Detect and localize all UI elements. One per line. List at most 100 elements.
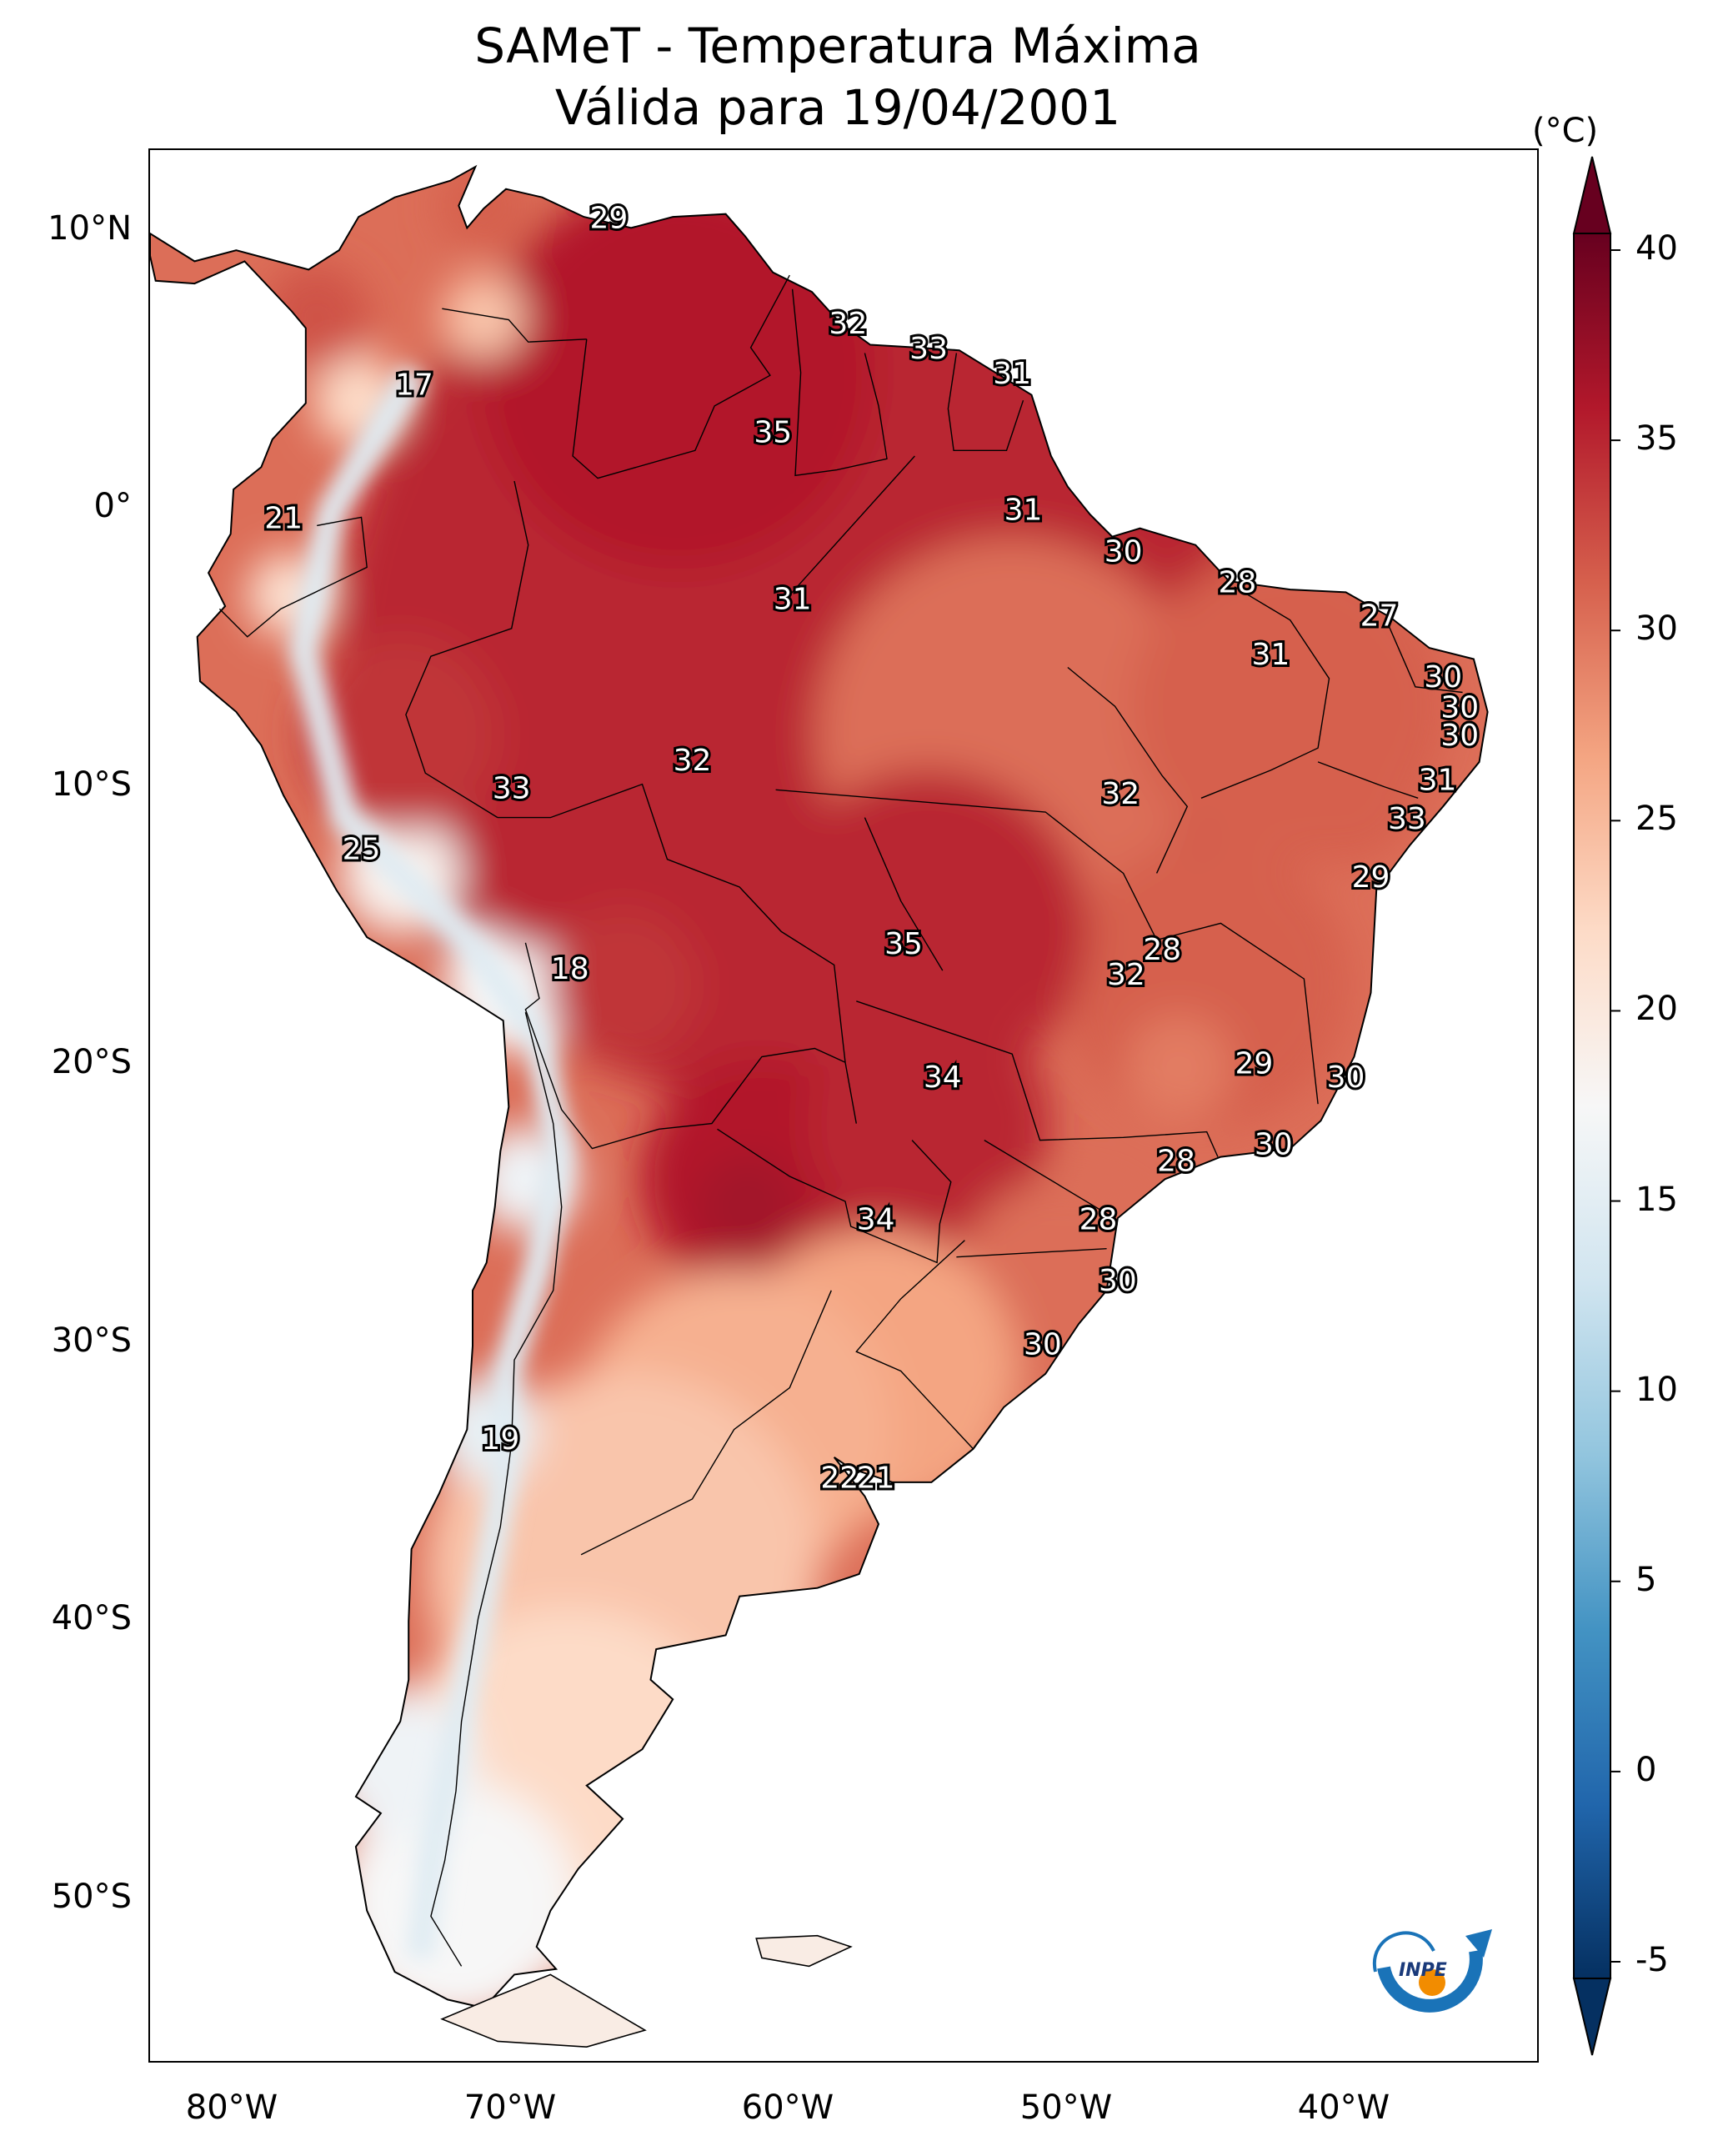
temperature-cell [807, 1002, 1050, 1246]
country-border [855, 1240, 974, 1450]
temperature-value-label: 30 [1440, 719, 1479, 753]
temperature-cell [1270, 714, 1422, 866]
temperature-cell [463, 797, 615, 950]
colorbar-extend-max [1572, 156, 1612, 234]
lon-label-70w: 70°W [463, 2088, 557, 2127]
temperature-cell [438, 167, 529, 252]
temperature-value-label: 25 [343, 833, 381, 867]
country-border [956, 1248, 1107, 1258]
temperature-value-label: 30 [1024, 1327, 1062, 1361]
temperature-value-label: 31 [774, 582, 812, 616]
temperature-value-label: 32 [1101, 777, 1139, 811]
temperature-value-label: 34 [857, 1202, 895, 1236]
temperature-value-label: 17 [395, 369, 433, 403]
lat-label-40s: 40°S [51, 1599, 132, 1637]
country-border [1200, 586, 1330, 799]
country-border [856, 1000, 1219, 1157]
temperature-cell [1125, 1015, 1232, 1121]
country-border [430, 1012, 563, 1967]
country-border [218, 516, 368, 638]
temperature-value-label: 29 [590, 201, 629, 235]
country-border [947, 353, 1024, 451]
country-border [442, 308, 587, 343]
colorbar-tick-15: 15 [1635, 1180, 1678, 1219]
temperature-value-label: 30 [1099, 1264, 1137, 1298]
temperature-value-label: 29 [1352, 860, 1390, 895]
temperature-value-label: 22 [820, 1462, 859, 1496]
logo-orbit-icon [1372, 1931, 1435, 1973]
country-border [524, 942, 846, 1150]
lat-label-20s: 20°S [51, 1043, 132, 1081]
country-border [580, 1290, 832, 1556]
temperature-cell [547, 908, 699, 1060]
colorbar-extend-min [1572, 1978, 1612, 2056]
logo-ring-icon [1377, 1949, 1483, 2013]
andes-cold-band [288, 365, 573, 1960]
temperature-value-label: 30 [1440, 691, 1479, 725]
lon-label-60w: 60°W [741, 2088, 834, 2127]
colorbar-tick-30: 30 [1635, 609, 1678, 649]
temperature-value-label: 35 [884, 927, 923, 961]
lat-label-30s: 30°S [51, 1321, 132, 1360]
colorbar-tick-5: 5 [1635, 1560, 1657, 1599]
country-border [498, 783, 857, 1124]
coastline [150, 164, 1489, 2009]
logo-text: INPE [1399, 1960, 1447, 1981]
country-border [1317, 761, 1419, 799]
country-border [791, 288, 888, 477]
map-subtitle: Válida para 19/04/2001 [554, 79, 1121, 136]
temperature-value-label: 32 [1107, 958, 1145, 992]
logo-dot-icon [1419, 1969, 1445, 1996]
temperature-cell [263, 263, 370, 370]
country-border [789, 455, 915, 596]
lat-label-0: 0° [93, 487, 132, 525]
temperature-value-label: 33 [1388, 802, 1426, 836]
country-border [405, 480, 529, 819]
temperature-cell [481, 175, 876, 570]
temperature-value-label: 28 [1079, 1202, 1118, 1236]
temperature-value-label: 31 [1419, 763, 1457, 797]
temperature-cell [442, 275, 526, 359]
temperature-value-label: 33 [493, 771, 531, 805]
temperature-cell [334, 1781, 578, 2008]
temperature-value-label: 19 [481, 1422, 519, 1457]
country-border [572, 274, 790, 479]
lat-label-10n: 10°N [48, 209, 132, 248]
temperature-value-label: 28 [1218, 565, 1256, 599]
lat-label-10s: 10°S [51, 765, 132, 804]
country-border [1386, 622, 1463, 694]
temperature-value-label: 29 [1235, 1047, 1273, 1081]
lon-label-50w: 50°W [1019, 2088, 1113, 2127]
colorbar-tick-25: 25 [1635, 800, 1678, 839]
colorbar-tick-40: 40 [1635, 229, 1678, 268]
logo-arrow-icon [1465, 1929, 1492, 1958]
temperature-value-label: 21 [857, 1462, 895, 1496]
temperature-value-label: 35 [754, 415, 792, 449]
temperature-value-label: 21 [264, 502, 303, 536]
colorbar-tick-0: 0 [1635, 1750, 1657, 1789]
temperature-value-label: 34 [924, 1060, 962, 1095]
temperature-value-label: 30 [1255, 1127, 1293, 1161]
temperature-value-label: 18 [551, 952, 589, 986]
map-title: SAMeT - Temperatura Máxima [474, 18, 1201, 74]
temperature-value-label: 27 [1360, 599, 1399, 633]
island [440, 1973, 647, 2048]
colorbar-body [1573, 233, 1611, 1979]
lon-label-80w: 80°W [185, 2088, 278, 2127]
temperature-value-label: 32 [674, 744, 712, 778]
temperature-cell [694, 1154, 801, 1261]
colorbar [1572, 156, 1620, 2056]
country-border [984, 1139, 1110, 1216]
temperature-cell [302, 635, 499, 833]
temperature-value-label: 28 [1143, 933, 1181, 967]
temperature-cell [769, 770, 1088, 1088]
temperature-value-label: 28 [1157, 1144, 1195, 1178]
lat-label-50s: 50°S [51, 1878, 132, 1916]
temperature-value-label: 31 [1252, 638, 1290, 672]
lon-label-40w: 40°W [1297, 2088, 1390, 2127]
colorbar-tick-35: 35 [1635, 419, 1678, 459]
temperature-value-label: 30 [1104, 535, 1143, 569]
country-border [1067, 666, 1189, 874]
